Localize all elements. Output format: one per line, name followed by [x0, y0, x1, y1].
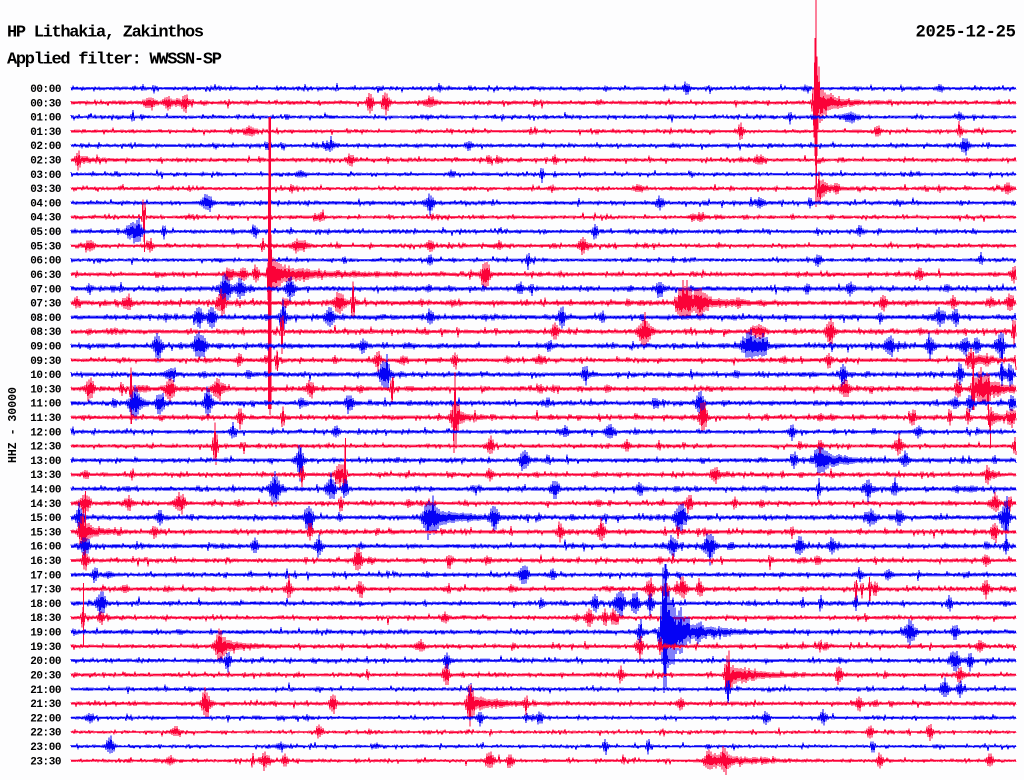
- svg-text:08:30: 08:30: [30, 327, 61, 339]
- svg-text:03:30: 03:30: [30, 184, 61, 196]
- svg-text:12:00: 12:00: [30, 427, 61, 439]
- svg-text:12:30: 12:30: [30, 442, 61, 454]
- svg-text:13:30: 13:30: [30, 470, 61, 482]
- svg-text:05:00: 05:00: [30, 227, 61, 239]
- svg-text:03:00: 03:00: [30, 170, 61, 182]
- svg-text:00:00: 00:00: [30, 84, 61, 96]
- svg-text:04:00: 04:00: [30, 198, 61, 210]
- svg-text:09:00: 09:00: [30, 342, 61, 354]
- svg-text:14:00: 14:00: [30, 485, 61, 497]
- svg-text:02:30: 02:30: [30, 156, 61, 168]
- svg-text:17:00: 17:00: [30, 570, 61, 582]
- svg-text:22:00: 22:00: [30, 713, 61, 725]
- svg-text:16:30: 16:30: [30, 556, 61, 568]
- svg-text:06:30: 06:30: [30, 270, 61, 282]
- svg-text:Applied filter: WWSSN-SP: Applied filter: WWSSN-SP: [7, 51, 222, 70]
- svg-text:HHZ - 30000: HHZ - 30000: [7, 387, 20, 463]
- svg-text:04:30: 04:30: [30, 213, 61, 225]
- svg-text:01:00: 01:00: [30, 113, 61, 125]
- svg-text:05:30: 05:30: [30, 241, 61, 253]
- svg-text:23:30: 23:30: [30, 756, 61, 768]
- svg-text:22:30: 22:30: [30, 728, 61, 740]
- svg-text:14:30: 14:30: [30, 499, 61, 511]
- svg-text:01:30: 01:30: [30, 127, 61, 139]
- svg-text:10:30: 10:30: [30, 384, 61, 396]
- svg-text:16:00: 16:00: [30, 542, 61, 554]
- svg-text:21:00: 21:00: [30, 685, 61, 697]
- svg-text:09:30: 09:30: [30, 356, 61, 368]
- svg-text:10:00: 10:00: [30, 370, 61, 382]
- svg-text:02:00: 02:00: [30, 141, 61, 153]
- svg-text:20:30: 20:30: [30, 671, 61, 683]
- svg-text:15:30: 15:30: [30, 527, 61, 539]
- svg-text:07:00: 07:00: [30, 284, 61, 296]
- svg-text:18:30: 18:30: [30, 613, 61, 625]
- svg-text:07:30: 07:30: [30, 299, 61, 311]
- svg-text:19:30: 19:30: [30, 642, 61, 654]
- svg-text:00:30: 00:30: [30, 98, 61, 110]
- svg-text:08:00: 08:00: [30, 313, 61, 325]
- svg-text:19:00: 19:00: [30, 628, 61, 640]
- svg-text:HP Lithakia, Zakinthos: HP Lithakia, Zakinthos: [7, 24, 204, 43]
- svg-text:23:00: 23:00: [30, 742, 61, 754]
- svg-text:15:00: 15:00: [30, 513, 61, 525]
- svg-text:11:00: 11:00: [30, 399, 61, 411]
- svg-text:11:30: 11:30: [30, 413, 61, 425]
- svg-text:20:00: 20:00: [30, 656, 61, 668]
- svg-text:18:00: 18:00: [30, 599, 61, 611]
- svg-text:2025-12-25: 2025-12-25: [916, 24, 1016, 43]
- svg-text:21:30: 21:30: [30, 699, 61, 711]
- svg-text:13:00: 13:00: [30, 456, 61, 468]
- svg-text:17:30: 17:30: [30, 585, 61, 597]
- svg-text:06:00: 06:00: [30, 256, 61, 268]
